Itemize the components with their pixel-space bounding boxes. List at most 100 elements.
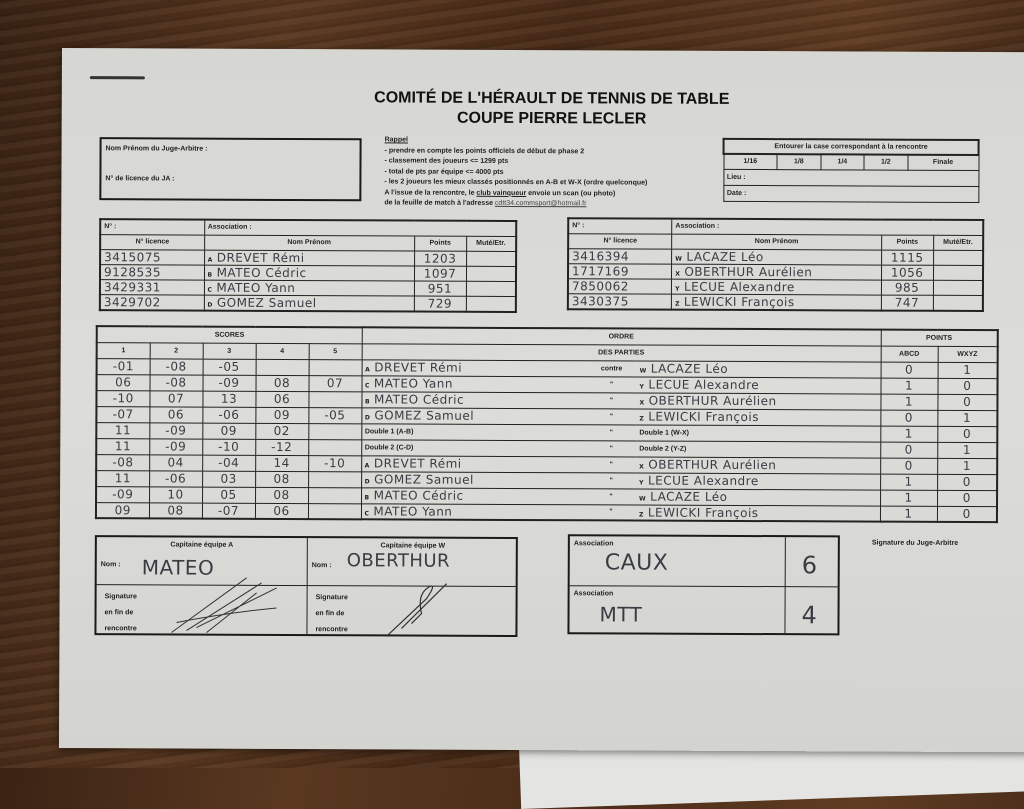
set-score: 08 bbox=[148, 502, 203, 519]
points-abcd: 1 bbox=[880, 489, 938, 506]
right-letter: Y bbox=[639, 383, 645, 391]
rappel-footer: de la feuille de match à l'adresse bbox=[384, 199, 495, 207]
right-player: Double 1 (W-X) bbox=[636, 424, 881, 442]
points-header: POINTS bbox=[880, 329, 998, 347]
player-name: MATEO Cédric bbox=[216, 265, 307, 280]
pen-mark bbox=[89, 76, 145, 80]
set-score: 13 bbox=[202, 390, 256, 407]
versus: " bbox=[586, 472, 637, 489]
points-wxyz: 0 bbox=[937, 393, 998, 411]
set-score bbox=[308, 359, 362, 376]
match-row: 09 08 -07 06 C MATEO Yann " Z LEWICKI François 1 0 bbox=[95, 502, 998, 523]
set-score: 05 bbox=[202, 486, 256, 503]
set-header: 2 bbox=[149, 342, 203, 359]
set-score: -10 bbox=[96, 390, 150, 407]
right-letter: W bbox=[639, 367, 647, 375]
points-abcd: 1 bbox=[880, 473, 938, 490]
rappel-line: - les 2 joueurs les mieux classés positi… bbox=[384, 178, 648, 187]
lieu-label: Lieu : bbox=[723, 168, 979, 186]
captain-w-signature bbox=[386, 583, 448, 637]
captains-box: Capitaine équipe A Capitaine équipe W No… bbox=[94, 535, 518, 637]
round-1-4[interactable]: 1/4 bbox=[820, 154, 865, 170]
captain-w-signature-label: Signature en fin de rencontre bbox=[315, 594, 348, 634]
left-letter: C bbox=[364, 510, 370, 518]
set-score: 11 bbox=[96, 470, 150, 487]
versus: " bbox=[586, 392, 637, 409]
team-2-score: 4 bbox=[801, 601, 818, 630]
rappel-winner: club vainqueur bbox=[476, 189, 527, 197]
versus: " bbox=[586, 440, 637, 457]
set-score: 03 bbox=[202, 470, 256, 487]
player-name: DREVET Rémi bbox=[216, 250, 305, 265]
player-name: GOMEZ Samuel bbox=[216, 295, 317, 310]
round-table: Entourer la case correspondant à la renc… bbox=[722, 138, 979, 203]
team-1-score: 6 bbox=[801, 551, 818, 580]
round-1-2[interactable]: 1/2 bbox=[864, 154, 908, 170]
right-name: LEWICKI François bbox=[647, 505, 759, 520]
left-player: A DREVET Rémi bbox=[361, 359, 587, 377]
right-player: Double 2 (Y-Z) bbox=[636, 440, 881, 458]
scores-table: SCORES ORDRE POINTS 1 2 3 4 5 DES PARTIES ABCD WXY… bbox=[94, 325, 999, 524]
player-row: 3430375 Z LEWICKI François 747 bbox=[567, 293, 983, 311]
round-finale[interactable]: Finale bbox=[907, 154, 979, 171]
set-score: 07 bbox=[149, 390, 203, 407]
player-mute bbox=[465, 265, 517, 281]
player-letter: Z bbox=[675, 300, 680, 308]
player-licence: 3429331 bbox=[99, 279, 204, 295]
player-licence: 1717169 bbox=[568, 263, 672, 279]
right-letter: Z bbox=[638, 511, 644, 519]
points-abcd: 1 bbox=[880, 425, 938, 442]
round-1-8[interactable]: 1/8 bbox=[777, 154, 821, 170]
set-score: -06 bbox=[149, 470, 203, 487]
email-link[interactable]: cdtt34.commsport@hotmail.fr bbox=[494, 199, 587, 208]
set-score: 10 bbox=[149, 486, 203, 503]
player-mute bbox=[932, 279, 983, 296]
set-score: -07 bbox=[201, 502, 256, 519]
right-letter: X bbox=[639, 399, 645, 407]
player-licence: 3415075 bbox=[100, 249, 205, 265]
player-letter: B bbox=[207, 271, 213, 279]
right-name: OBERTHUR Aurélien bbox=[648, 393, 777, 409]
player-name: MATEO Yann bbox=[216, 280, 296, 295]
set-score: -08 bbox=[149, 358, 203, 375]
right-player: X OBERTHUR Aurélien bbox=[636, 456, 881, 474]
right-player: Z LEWICKI François bbox=[636, 408, 881, 426]
left-player: A DREVET Rémi bbox=[361, 455, 587, 473]
left-name: MATEO Cédric bbox=[373, 488, 464, 503]
left-name: DREVET Rémi bbox=[373, 456, 462, 471]
rappel-title: Rappel bbox=[384, 136, 408, 144]
player-points: 1203 bbox=[414, 250, 467, 266]
judge-signature-label: Signature du Juge-Arbitre bbox=[871, 539, 959, 547]
right-double: Double 2 (Y-Z) bbox=[639, 445, 687, 453]
right-name: LACAZE Léo bbox=[650, 489, 728, 504]
set-score: -10 bbox=[202, 438, 256, 455]
set-score: 09 bbox=[95, 502, 150, 519]
player-name: OBERTHUR Aurélien bbox=[684, 264, 813, 279]
team-2-name: MTT bbox=[599, 602, 643, 627]
set-score: -09 bbox=[149, 422, 203, 439]
document-subtitle: COUPE PIERRE LECLER bbox=[456, 109, 647, 128]
scores-header: SCORES bbox=[96, 326, 362, 344]
set-score: 11 bbox=[96, 438, 150, 455]
player-name-cell: X OBERTHUR Aurélien bbox=[671, 263, 882, 280]
left-double: Double 1 (A-B) bbox=[364, 427, 414, 436]
points-abcd: 0 bbox=[880, 409, 938, 426]
set-score bbox=[307, 503, 362, 520]
column-header: N° licence bbox=[100, 234, 205, 250]
points-wxyz: 1 bbox=[937, 441, 998, 459]
set-score: -08 bbox=[149, 374, 203, 391]
points-abcd-header: ABCD bbox=[880, 345, 938, 362]
captain-a-title: Capitaine équipe A bbox=[170, 541, 234, 549]
team-no-label: N° : bbox=[100, 219, 205, 235]
team-w-table: N° : Association : N° licence Nom Prénom Poi… bbox=[566, 217, 985, 312]
set-score: 04 bbox=[149, 454, 203, 471]
points-wxyz: 0 bbox=[937, 473, 998, 491]
set-score: 14 bbox=[255, 454, 309, 472]
left-player: B MATEO Cédric bbox=[361, 391, 587, 409]
player-letter: C bbox=[207, 286, 213, 294]
column-header: Points bbox=[881, 234, 934, 250]
round-1-16[interactable]: 1/16 bbox=[723, 153, 778, 170]
rappel-line: - classement des joueurs <= 1299 pts bbox=[384, 157, 509, 165]
left-letter: C bbox=[365, 382, 370, 390]
player-name-cell: C MATEO Yann bbox=[203, 279, 414, 296]
